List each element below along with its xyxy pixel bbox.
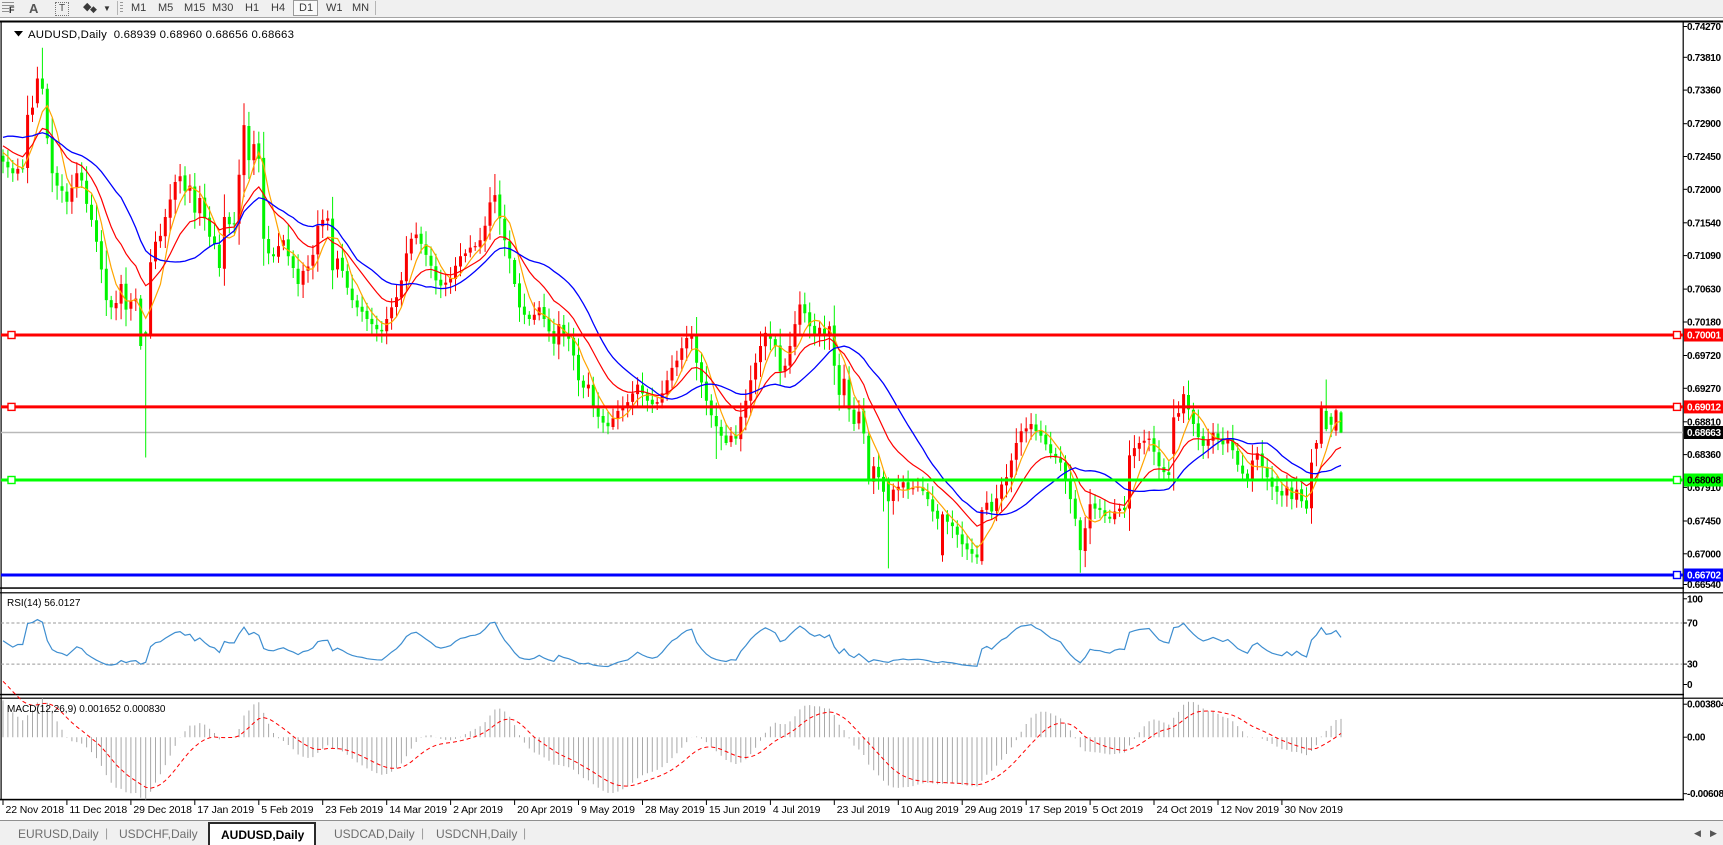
- svg-text:0.68360: 0.68360: [1687, 450, 1721, 461]
- svg-text:0.73360: 0.73360: [1687, 86, 1721, 97]
- svg-text:100: 100: [1687, 594, 1703, 605]
- svg-text:0.71090: 0.71090: [1687, 251, 1721, 262]
- svg-text:17 Jan 2019: 17 Jan 2019: [197, 804, 254, 816]
- svg-text:0.00: 0.00: [1687, 733, 1706, 744]
- svg-text:29 Dec 2018: 29 Dec 2018: [133, 804, 192, 816]
- svg-text:9 May 2019: 9 May 2019: [581, 804, 635, 816]
- svg-text:5 Oct 2019: 5 Oct 2019: [1093, 804, 1144, 816]
- svg-text:12 Nov 2019: 12 Nov 2019: [1221, 804, 1280, 816]
- svg-text:20 Apr 2019: 20 Apr 2019: [517, 804, 573, 816]
- svg-text:14 Mar 2019: 14 Mar 2019: [389, 804, 447, 816]
- svg-text:0.72000: 0.72000: [1687, 185, 1721, 196]
- svg-text:0.67910: 0.67910: [1687, 483, 1721, 494]
- svg-text:0.68663: 0.68663: [1687, 428, 1721, 439]
- svg-text:15 Jun 2019: 15 Jun 2019: [709, 804, 766, 816]
- svg-text:0.68810: 0.68810: [1687, 417, 1721, 428]
- svg-text:28 May 2019: 28 May 2019: [645, 804, 705, 816]
- svg-text:17 Sep 2019: 17 Sep 2019: [1029, 804, 1088, 816]
- svg-text:0.69012: 0.69012: [1687, 402, 1721, 413]
- svg-text:29 Aug 2019: 29 Aug 2019: [965, 804, 1023, 816]
- svg-text:2 Apr 2019: 2 Apr 2019: [453, 804, 503, 816]
- svg-text:0.72900: 0.72900: [1687, 119, 1721, 130]
- svg-text:0.70630: 0.70630: [1687, 285, 1721, 296]
- svg-text:0.72450: 0.72450: [1687, 152, 1721, 163]
- svg-text:5 Feb 2019: 5 Feb 2019: [261, 804, 313, 816]
- svg-text:0.66540: 0.66540: [1687, 580, 1721, 591]
- svg-text:0.68008: 0.68008: [1687, 476, 1721, 487]
- svg-text:0.003804: 0.003804: [1687, 700, 1723, 711]
- svg-text:4 Jul 2019: 4 Jul 2019: [773, 804, 821, 816]
- svg-text:23 Jul 2019: 23 Jul 2019: [837, 804, 890, 816]
- svg-text:RSI(14) 56.0127: RSI(14) 56.0127: [7, 598, 81, 609]
- svg-text:0.67000: 0.67000: [1687, 549, 1721, 560]
- svg-text:AUDUSD,Daily 0.68939 0.68960: AUDUSD,Daily 0.68939 0.68960 0.68656 0.6…: [28, 29, 294, 41]
- svg-text:22 Nov 2018: 22 Nov 2018: [6, 804, 65, 816]
- svg-text:0.70001: 0.70001: [1687, 331, 1721, 342]
- svg-text:0.73810: 0.73810: [1687, 53, 1721, 64]
- svg-text:0.67450: 0.67450: [1687, 517, 1721, 528]
- svg-text:MACD(12,26,9) 0.001652 0.00083: MACD(12,26,9) 0.001652 0.000830: [7, 704, 166, 715]
- svg-text:0.71540: 0.71540: [1687, 218, 1721, 229]
- svg-text:0.69720: 0.69720: [1687, 351, 1721, 362]
- svg-text:0: 0: [1687, 680, 1693, 691]
- svg-text:23 Feb 2019: 23 Feb 2019: [325, 804, 383, 816]
- svg-text:10 Aug 2019: 10 Aug 2019: [901, 804, 959, 816]
- svg-text:30 Nov 2019: 30 Nov 2019: [1284, 804, 1343, 816]
- svg-text:24 Oct 2019: 24 Oct 2019: [1157, 804, 1213, 816]
- svg-text:0.70180: 0.70180: [1687, 318, 1721, 329]
- svg-text:-0.00608: -0.00608: [1687, 789, 1723, 800]
- svg-text:0.69270: 0.69270: [1687, 384, 1721, 395]
- svg-text:11 Dec 2018: 11 Dec 2018: [69, 804, 127, 816]
- svg-text:0.66702: 0.66702: [1687, 571, 1721, 582]
- svg-text:0.74270: 0.74270: [1687, 22, 1721, 33]
- svg-text:30: 30: [1687, 660, 1698, 671]
- svg-text:70: 70: [1687, 619, 1698, 630]
